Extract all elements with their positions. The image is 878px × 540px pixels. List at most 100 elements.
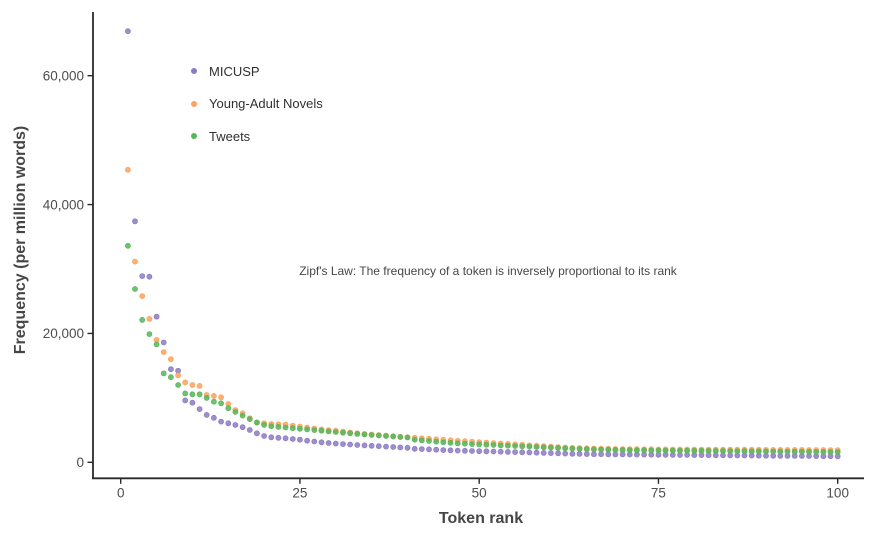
data-point-tweets [669, 447, 676, 454]
data-point-tweets [504, 442, 511, 449]
data-point-tweets [576, 445, 583, 452]
data-point-micusp [447, 447, 454, 454]
data-point-micusp [526, 449, 533, 456]
data-point-tweets [311, 427, 318, 434]
data-point-tweets [548, 444, 554, 451]
data-point-tweets [196, 391, 203, 398]
data-point-micusp [218, 418, 225, 425]
data-point-micusp [239, 424, 246, 431]
x-tick-label: 75 [651, 485, 666, 500]
data-point-tweets [340, 429, 346, 436]
legend-label: Tweets [209, 128, 251, 144]
data-point-tweets [469, 441, 475, 448]
data-point-young-adult-novels [218, 394, 225, 401]
legend-item-micusp: MICUSP [191, 63, 260, 79]
x-axis-title: Token rank [438, 510, 524, 527]
data-point-micusp [569, 450, 576, 457]
data-point-micusp [469, 448, 475, 454]
data-point-tweets [705, 447, 712, 454]
data-point-tweets [390, 433, 397, 440]
data-point-tweets [139, 316, 146, 323]
data-point-tweets [626, 447, 633, 454]
data-point-tweets [146, 331, 153, 338]
data-point-tweets [605, 446, 612, 453]
legend-item-tweets: Tweets [191, 128, 250, 144]
data-point-tweets [368, 432, 375, 438]
data-point-micusp [368, 442, 375, 449]
data-point-micusp [153, 313, 160, 320]
data-point-micusp [390, 444, 397, 450]
data-point-micusp [404, 444, 411, 451]
data-point-micusp [332, 440, 339, 447]
data-point-tweets [175, 382, 182, 388]
data-point-tweets [583, 446, 590, 453]
data-point-young-adult-novels [175, 372, 182, 379]
x-tick-label: 100 [826, 485, 849, 500]
data-point-micusp [454, 447, 461, 454]
data-point-micusp [383, 443, 389, 450]
data-point-micusp [125, 28, 131, 35]
data-point-tweets [282, 424, 289, 431]
data-point-micusp [275, 434, 282, 441]
zipf-law-annotation: Zipf's Law: The frequency of a token is … [299, 264, 677, 278]
data-point-tweets [182, 390, 189, 397]
data-point-micusp [167, 366, 174, 373]
data-point-tweets [741, 448, 748, 455]
data-point-tweets [562, 445, 569, 452]
data-point-tweets [540, 444, 547, 451]
data-point-micusp [182, 397, 189, 404]
data-point-micusp [411, 445, 418, 452]
data-point-tweets [712, 448, 719, 454]
data-point-young-adult-novels [146, 315, 153, 322]
data-point-tweets [748, 448, 755, 455]
data-point-micusp [461, 447, 468, 454]
data-point-micusp [146, 273, 153, 280]
data-point-micusp [440, 447, 447, 454]
data-point-tweets [426, 438, 432, 444]
data-point-young-adult-novels [182, 379, 189, 386]
data-point-tweets [239, 412, 246, 419]
data-point-tweets [232, 409, 239, 415]
data-point-tweets [799, 448, 805, 455]
data-point-micusp [497, 448, 504, 455]
data-point-tweets [404, 434, 411, 441]
data-point-micusp [576, 450, 583, 457]
data-point-tweets [569, 445, 576, 452]
data-point-tweets [483, 441, 490, 448]
data-point-tweets [411, 436, 418, 443]
legend-label: Young-Adult Novels [209, 96, 323, 111]
data-point-young-adult-novels [196, 382, 203, 389]
data-point-tweets [261, 421, 268, 428]
data-point-tweets [777, 448, 784, 455]
data-point-young-adult-novels [139, 293, 146, 300]
data-point-micusp [253, 430, 260, 437]
data-point-tweets [827, 449, 834, 455]
y-tick-label: 40,000 [43, 197, 84, 212]
data-point-tweets [519, 443, 526, 450]
data-point-tweets [246, 416, 253, 423]
data-point-micusp [189, 399, 196, 406]
data-point-micusp [433, 446, 440, 453]
data-point-tweets [634, 447, 640, 454]
data-point-tweets [132, 286, 138, 292]
data-point-micusp [139, 273, 146, 280]
data-point-tweets [526, 443, 533, 450]
legend-dot-icon [191, 100, 197, 107]
data-point-micusp [476, 448, 483, 455]
data-point-tweets [383, 433, 389, 439]
data-point-tweets [727, 448, 734, 455]
data-point-micusp [261, 433, 268, 439]
data-point-micusp [504, 448, 511, 455]
data-point-tweets [325, 428, 332, 435]
data-point-tweets [160, 370, 167, 377]
data-point-tweets [253, 419, 260, 426]
data-point-tweets [533, 444, 540, 450]
data-point-young-adult-novels [167, 356, 174, 363]
data-point-micusp [296, 436, 303, 443]
data-point-tweets [755, 448, 762, 455]
data-point-tweets [512, 443, 518, 449]
data-point-micusp [210, 414, 217, 421]
data-point-tweets [677, 447, 683, 454]
